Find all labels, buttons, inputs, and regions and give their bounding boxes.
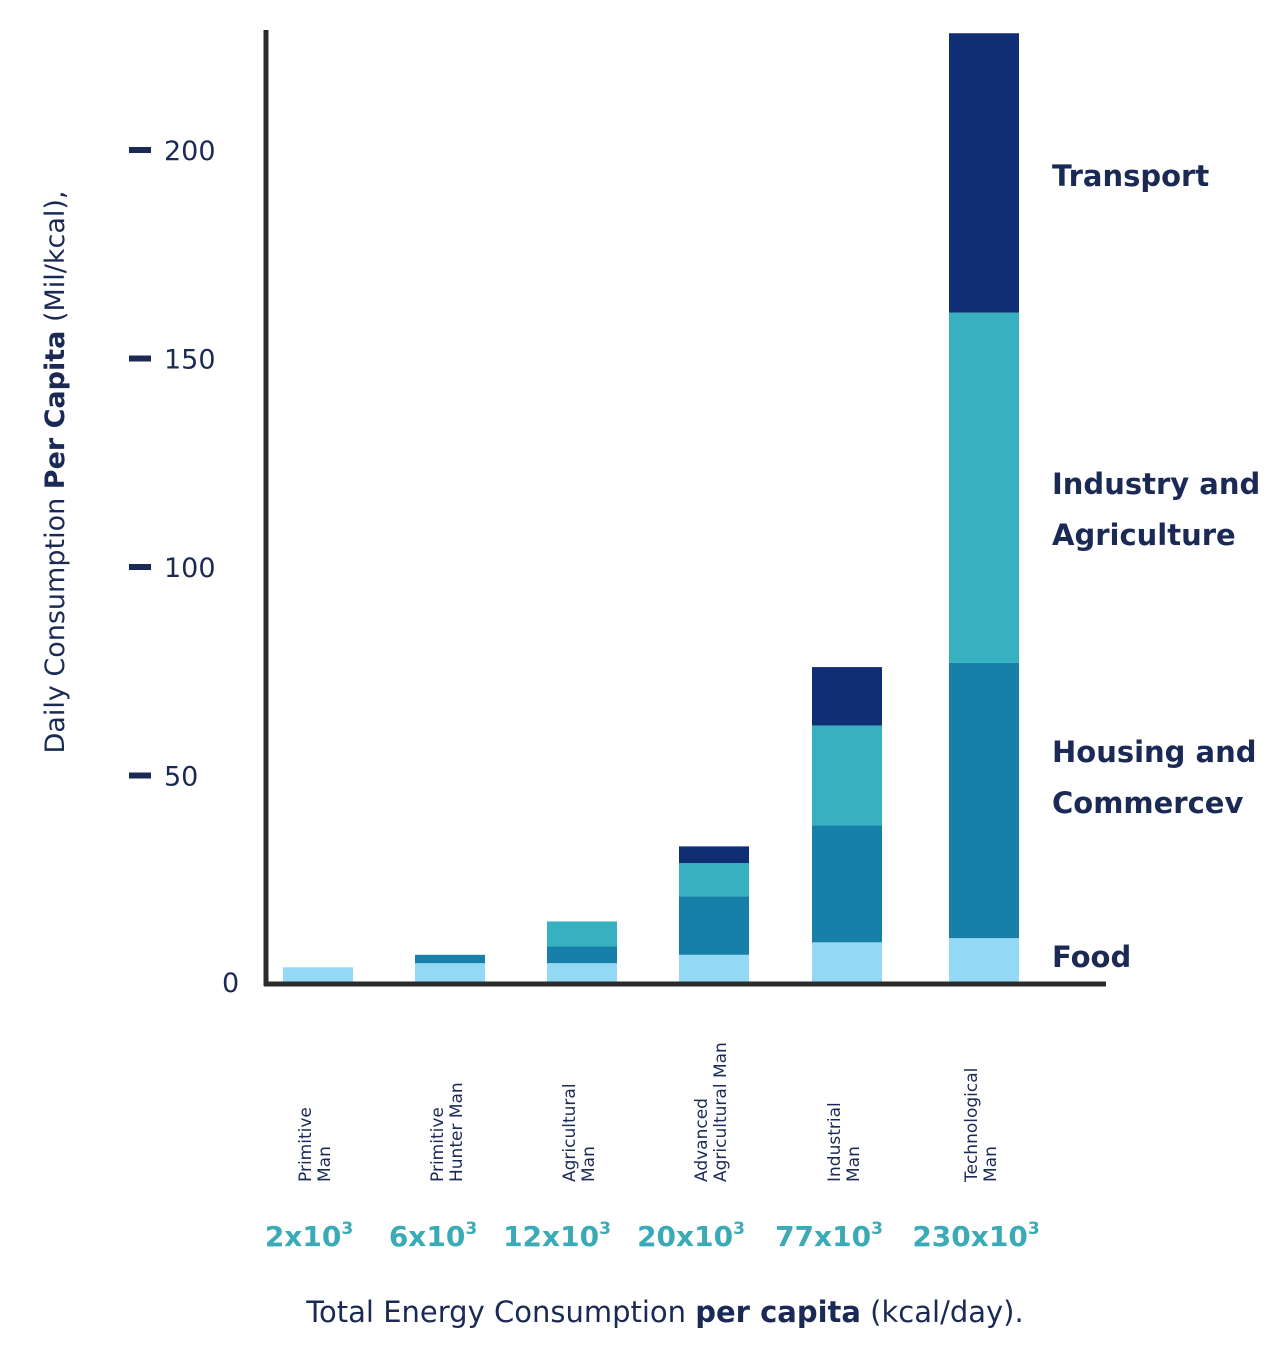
bar-segment-food bbox=[547, 963, 617, 984]
total-exponent: 3 bbox=[1028, 1219, 1040, 1239]
total-label: 20x103 bbox=[637, 1219, 745, 1253]
segment-label-line: Transport bbox=[1052, 159, 1209, 193]
segment-label-line: Commercev bbox=[1052, 786, 1243, 820]
category-label-line: Man bbox=[579, 1146, 599, 1182]
y-tick-label: 0 bbox=[222, 968, 239, 999]
total-base: 230x10 bbox=[912, 1220, 1027, 1253]
total-label: 77x103 bbox=[775, 1219, 883, 1253]
segment-label-housing-and-commercev: Housing and Commercev bbox=[1052, 735, 1257, 820]
total-base: 6x10 bbox=[389, 1220, 466, 1253]
y-tick-label: 150 bbox=[164, 345, 216, 376]
x-axis-label-pre: Total Energy Consumption bbox=[305, 1295, 695, 1329]
category-label: PrimitiveMan bbox=[296, 1107, 335, 1182]
segment-labels-group: Food Housing and Commercev Industry and Agri… bbox=[1052, 159, 1260, 974]
bar-segment-transport bbox=[812, 667, 882, 726]
bar-segment-housing-and-commercev bbox=[415, 954, 485, 964]
y-axis-label-bold: Per Capita bbox=[40, 331, 71, 490]
bar-segment-housing-and-commercev bbox=[949, 662, 1019, 939]
bar-segment-industry-and-agriculture bbox=[679, 863, 749, 897]
bar-segment-industry-and-agriculture bbox=[812, 725, 882, 826]
category-label-line: Advanced bbox=[692, 1098, 712, 1182]
segment-label-industry-and-agriculture: Industry and Agriculture bbox=[1052, 467, 1260, 552]
category-label-line: Industrial bbox=[825, 1102, 845, 1182]
bar-segment-food bbox=[415, 963, 485, 984]
category-label-line: Man bbox=[981, 1146, 1001, 1182]
y-tick-label: 50 bbox=[164, 762, 198, 793]
total-base: 77x10 bbox=[775, 1220, 871, 1253]
total-label: 230x103 bbox=[912, 1219, 1039, 1253]
category-label: IndustrialMan bbox=[825, 1102, 864, 1182]
category-label-line: Primitive bbox=[296, 1107, 316, 1182]
segment-label-line: Food bbox=[1052, 940, 1131, 974]
bar-segment-transport bbox=[949, 33, 1019, 313]
category-label-line: Technological bbox=[962, 1068, 982, 1183]
y-axis-label-post: (Mil/kcal), bbox=[40, 190, 71, 330]
segment-label-line: Agriculture bbox=[1052, 518, 1236, 552]
bar-segment-housing-and-commercev bbox=[547, 946, 617, 964]
total-exponent: 3 bbox=[733, 1219, 745, 1239]
segment-label-transport: Transport bbox=[1052, 159, 1209, 193]
total-base: 2x10 bbox=[265, 1220, 342, 1253]
bar-segment-industry-and-agriculture bbox=[547, 921, 617, 947]
category-label-line: Man bbox=[844, 1146, 864, 1182]
total-base: 12x10 bbox=[503, 1220, 599, 1253]
total-exponent: 3 bbox=[341, 1219, 353, 1239]
category-label-line: Man bbox=[315, 1146, 335, 1182]
total-exponent: 3 bbox=[465, 1219, 477, 1239]
y-ticks-group: 0 50 100 150 200 bbox=[129, 136, 239, 999]
category-label: AgriculturalMan bbox=[560, 1083, 599, 1182]
category-label-line: Agricultural Man bbox=[711, 1042, 731, 1182]
category-label: TechnologicalMan bbox=[962, 1068, 1001, 1183]
total-exponent: 3 bbox=[871, 1219, 883, 1239]
bar-segment-food bbox=[949, 938, 1019, 984]
category-label: AdvancedAgricultural Man bbox=[692, 1042, 731, 1182]
x-axis-label-post: (kcal/day). bbox=[861, 1295, 1024, 1329]
category-label-line: Agricultural bbox=[560, 1083, 580, 1182]
x-axis-label-bold: per capita bbox=[695, 1295, 861, 1329]
total-label: 6x103 bbox=[389, 1219, 477, 1253]
y-tick-label: 200 bbox=[164, 136, 216, 167]
y-axis-label: Daily Consumption Per Capita (Mil/kcal), bbox=[40, 190, 71, 753]
total-base: 20x10 bbox=[637, 1220, 733, 1253]
segment-label-line: Industry and bbox=[1052, 467, 1260, 501]
segment-label-food: Food bbox=[1052, 940, 1131, 974]
total-label: 12x103 bbox=[503, 1219, 611, 1253]
category-label-line: Primitive bbox=[428, 1107, 448, 1182]
totals-group: 2x103 6x103 12x103 20x103 77x103 230x103 bbox=[265, 1219, 1040, 1253]
bar-segment-food bbox=[812, 942, 882, 984]
bar-segment-industry-and-agriculture bbox=[949, 312, 1019, 663]
bar-segment-food bbox=[679, 954, 749, 984]
category-label: PrimitiveHunter Man bbox=[428, 1082, 467, 1182]
bar-segment-food bbox=[283, 967, 353, 984]
category-labels-group: PrimitiveMan PrimitiveHunter Man Agricultu… bbox=[296, 1042, 1001, 1183]
bar-segment-transport bbox=[679, 846, 749, 864]
total-exponent: 3 bbox=[599, 1219, 611, 1239]
bar-segment-housing-and-commercev bbox=[812, 825, 882, 943]
total-label: 2x103 bbox=[265, 1219, 353, 1253]
bar-segment-housing-and-commercev bbox=[679, 896, 749, 955]
y-tick-label: 100 bbox=[164, 553, 216, 584]
category-label-line: Hunter Man bbox=[447, 1082, 467, 1182]
segment-label-line: Housing and bbox=[1052, 735, 1257, 769]
x-axis-label: Total Energy Consumption per capita (kca… bbox=[305, 1295, 1023, 1329]
bars-group bbox=[283, 33, 1019, 984]
y-axis-label-pre: Daily Consumption bbox=[40, 489, 71, 753]
